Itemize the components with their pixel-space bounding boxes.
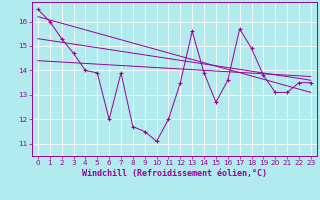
- X-axis label: Windchill (Refroidissement éolien,°C): Windchill (Refroidissement éolien,°C): [82, 169, 267, 178]
